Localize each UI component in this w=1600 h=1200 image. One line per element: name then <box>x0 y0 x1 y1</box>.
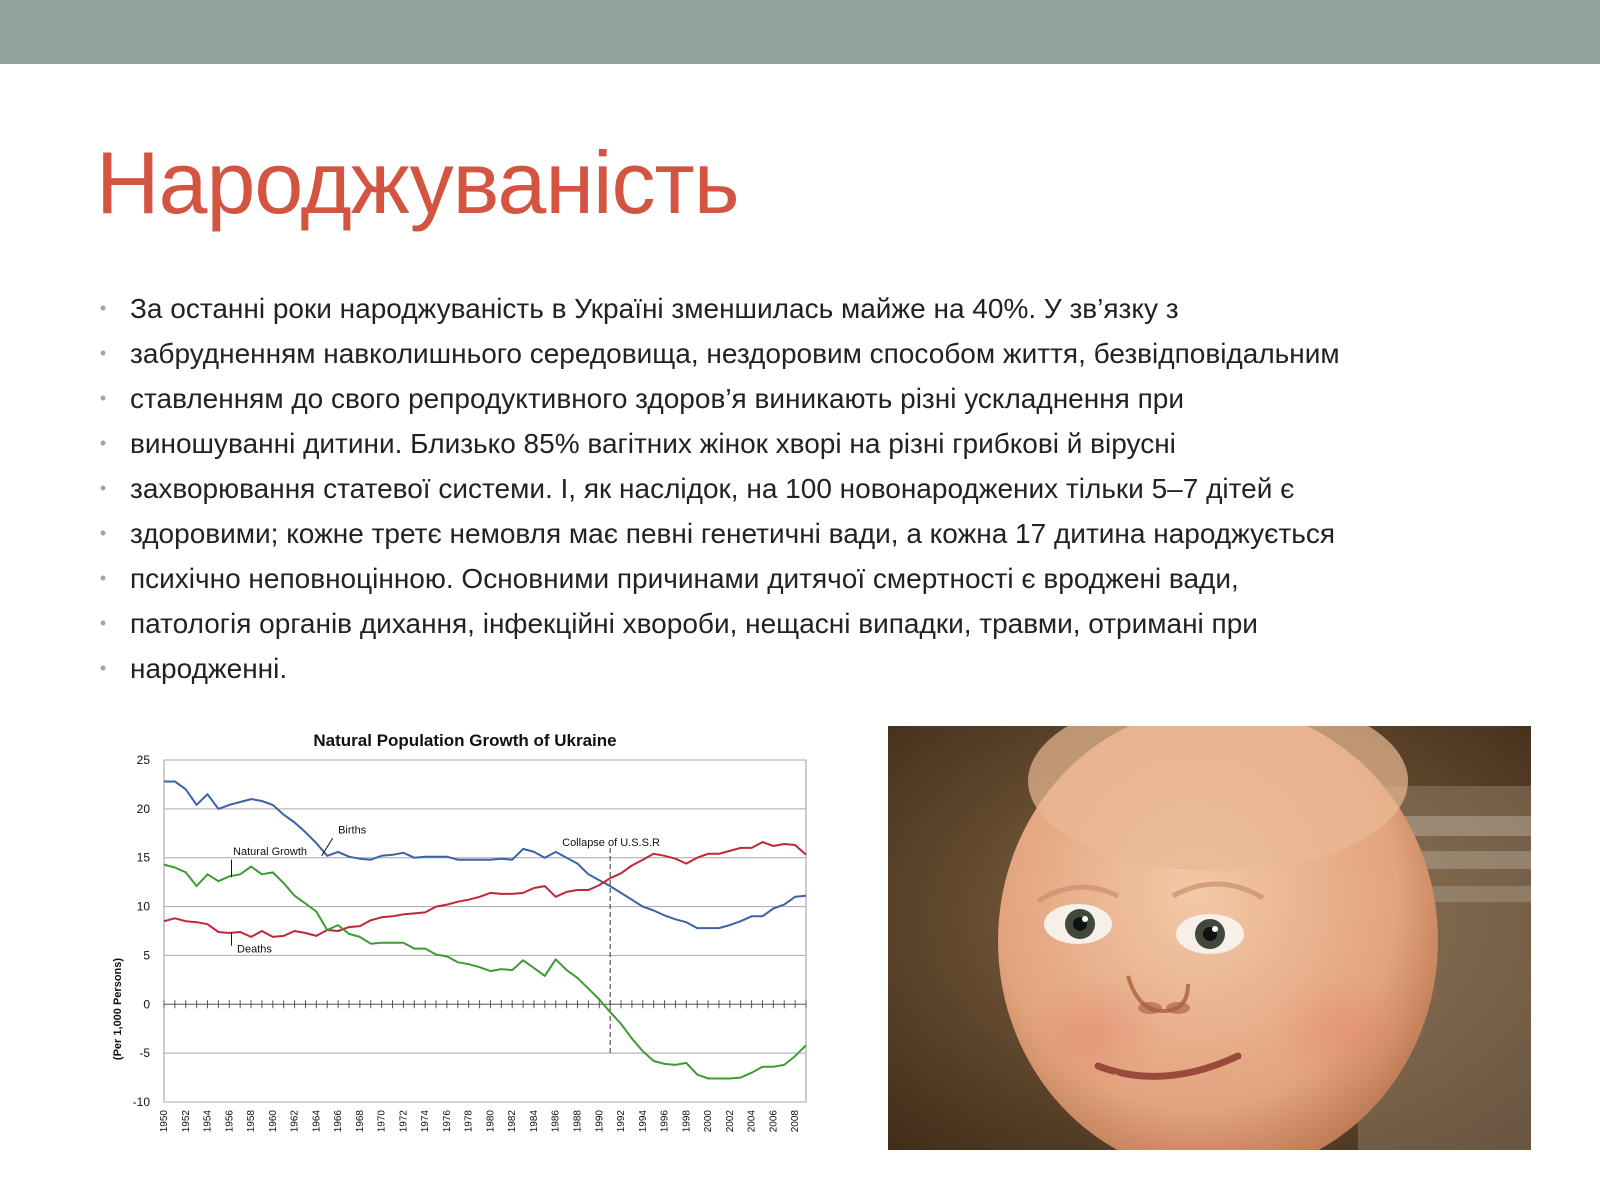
x-tick-label: 1990 <box>594 1110 605 1133</box>
bullet-dot: • <box>99 568 107 588</box>
population-growth-chart: Natural Population Growth of Ukraine (Pe… <box>100 722 840 1182</box>
x-tick-label: 1956 <box>224 1110 235 1133</box>
x-tick-label: 1970 <box>377 1110 388 1133</box>
y-tick-label: 15 <box>137 851 151 865</box>
natural-growth-series-line <box>163 863 807 1080</box>
chart-annotation: Natural Growth <box>233 846 307 858</box>
bullet-item: • ставленням до свого репродуктивного здо… <box>96 376 1536 421</box>
bullet-dot: • <box>99 658 107 678</box>
chart-annotation: Collapse of U.S.S.R <box>562 837 660 849</box>
x-tick-label: 1966 <box>333 1110 344 1133</box>
x-tick-label: 1998 <box>681 1110 692 1133</box>
bullet-text: виношуванні дитини. Близько 85% вагітних… <box>130 428 1176 459</box>
y-tick-label: 20 <box>137 802 151 816</box>
annotation-leader <box>321 837 334 857</box>
chart-annotation: Births <box>338 824 367 836</box>
bullet-list: • За останні роки народжуваність в Україн… <box>96 286 1536 691</box>
bullet-item: • забрудненням навколишнього середовища, … <box>96 331 1536 376</box>
bullet-item: • захворювання статевої системи. І, як на… <box>96 466 1536 511</box>
x-tick-label: 2006 <box>768 1110 779 1133</box>
bullet-item: • За останні роки народжуваність в Україн… <box>96 286 1536 331</box>
x-tick-label: 1978 <box>464 1110 475 1133</box>
x-tick-label: 1952 <box>181 1110 192 1133</box>
x-tick-label: 1962 <box>290 1110 301 1133</box>
top-band <box>0 0 1600 64</box>
y-tick-label: 0 <box>143 997 150 1011</box>
x-tick-label: 1988 <box>572 1110 583 1133</box>
bullet-text: народженні. <box>130 653 288 684</box>
chart-y-axis-label: (Per 1,000 Persons) <box>112 958 124 1060</box>
y-tick-label: 5 <box>143 948 150 962</box>
y-tick-label: 25 <box>137 753 151 767</box>
baby-photo <box>888 726 1531 1150</box>
y-tick-label: -5 <box>139 1046 150 1060</box>
chart-annotation: Deaths <box>237 943 272 955</box>
x-tick-label: 1986 <box>551 1110 562 1133</box>
bullet-text: захворювання статевої системи. І, як нас… <box>130 473 1295 504</box>
x-tick-label: 2000 <box>703 1110 714 1133</box>
x-tick-label: 2002 <box>725 1110 736 1133</box>
bullet-text: ставленням до свого репродуктивного здор… <box>130 383 1184 414</box>
bullet-text: психічно неповноцінною. Основними причин… <box>130 563 1239 594</box>
bullet-text: забрудненням навколишнього середовища, н… <box>130 338 1340 369</box>
x-tick-label: 1960 <box>268 1110 279 1133</box>
deaths-series-line <box>163 841 807 938</box>
baby-face-image <box>888 726 1531 1150</box>
x-tick-label: 2008 <box>790 1110 801 1133</box>
x-tick-label: 1950 <box>159 1110 170 1133</box>
x-tick-label: 1964 <box>311 1110 322 1133</box>
slide-title: Народжуваність <box>96 133 740 232</box>
bullet-dot: • <box>99 343 107 363</box>
x-tick-label: 1996 <box>660 1110 671 1133</box>
y-tick-label: 10 <box>137 900 151 914</box>
bullet-text: патологія органів дихання, інфекційні хв… <box>130 608 1258 639</box>
chart-svg: Natural Population Growth of Ukraine (Pe… <box>112 731 807 1133</box>
x-tick-label: 1984 <box>529 1110 540 1133</box>
bullet-dot: • <box>99 298 107 318</box>
x-tick-label: 1958 <box>246 1110 257 1133</box>
x-tick-label: 1982 <box>507 1110 518 1133</box>
x-tick-label: 1994 <box>638 1110 649 1133</box>
x-tick-label: 1968 <box>355 1110 366 1133</box>
x-tick-label: 1980 <box>485 1110 496 1133</box>
x-tick-label: 1974 <box>420 1110 431 1133</box>
plot-area <box>163 759 807 1103</box>
bullet-dot: • <box>99 478 107 498</box>
bullet-dot: • <box>99 613 107 633</box>
x-tick-label: 1954 <box>203 1110 214 1133</box>
x-tick-label: 1976 <box>442 1110 453 1133</box>
bullet-text: За останні роки народжуваність в Україні… <box>130 293 1179 324</box>
bullet-item: • патологія органів дихання, інфекційні х… <box>96 601 1536 646</box>
y-tick-label: -10 <box>133 1095 151 1109</box>
bullet-dot: • <box>99 523 107 543</box>
bullet-text: здоровими; кожне третє немовля має певні… <box>130 518 1336 549</box>
bullet-dot: • <box>99 388 107 408</box>
bullet-item: • народженні. <box>96 646 1536 691</box>
x-tick-label: 1972 <box>398 1110 409 1133</box>
x-tick-label: 1992 <box>616 1110 627 1133</box>
births-series-line <box>164 780 807 930</box>
bullet-item: • психічно неповноцінною. Основними причи… <box>96 556 1536 601</box>
chart-title: Natural Population Growth of Ukraine <box>313 731 616 750</box>
x-tick-label: 2004 <box>747 1110 758 1133</box>
bullet-item: • здоровими; кожне третє немовля має певн… <box>96 511 1536 556</box>
bullet-item: • виношуванні дитини. Близько 85% вагітни… <box>96 421 1536 466</box>
bullet-dot: • <box>99 433 107 453</box>
